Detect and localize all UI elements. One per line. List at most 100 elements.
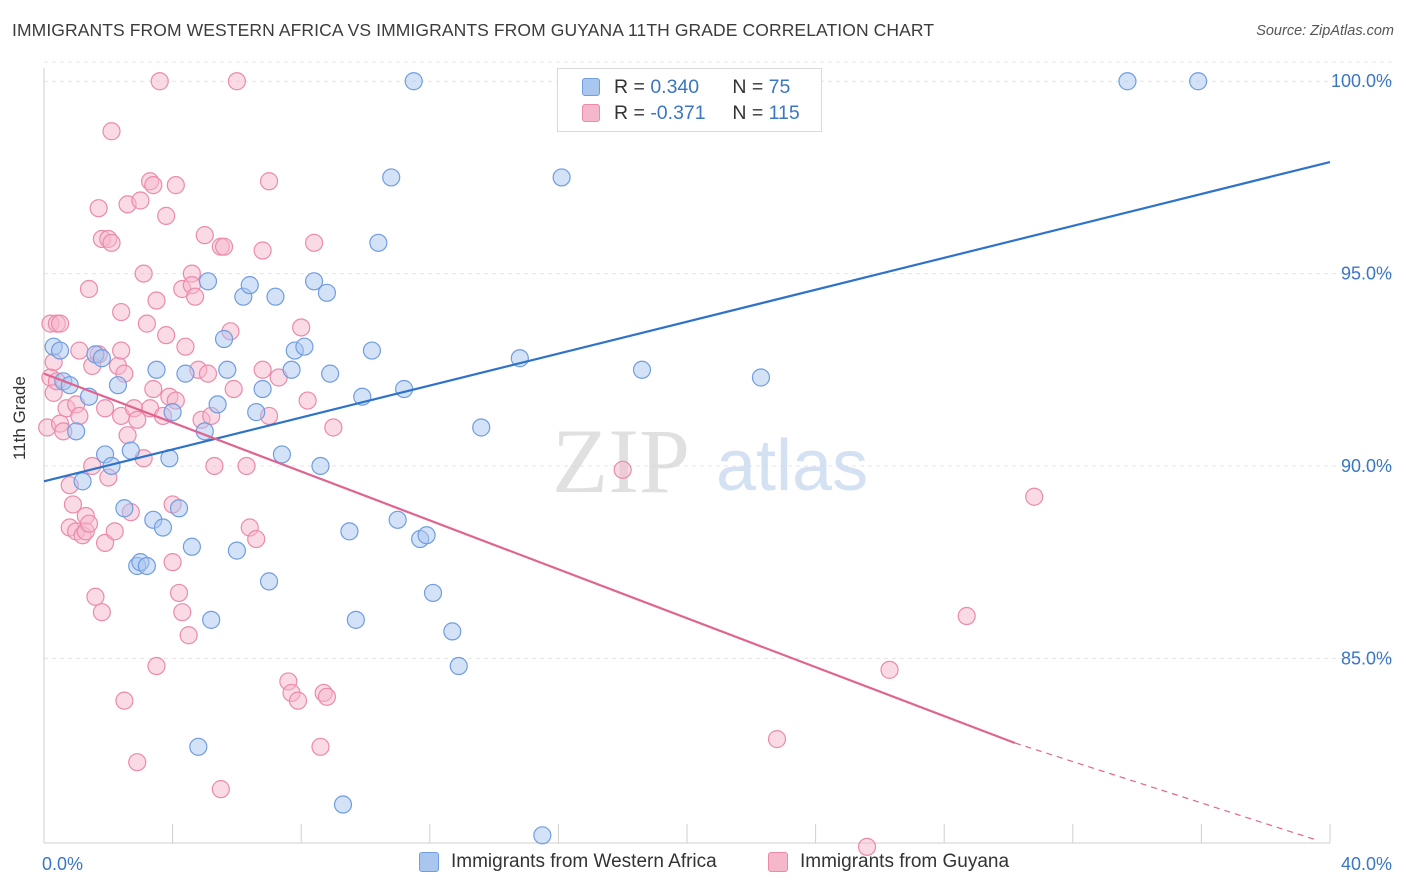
guyana-point (227, 72, 246, 91)
guyana-point (144, 176, 163, 195)
guyana-point (195, 226, 214, 245)
legend-swatch-blue (419, 852, 439, 872)
legend-swatch-blue (582, 78, 600, 96)
legend-swatch-pink (582, 104, 600, 122)
trend-line-guyana-extension (1014, 742, 1315, 840)
western-africa-point (92, 349, 111, 368)
guyana-point (957, 606, 976, 626)
guyana-point (63, 495, 83, 514)
guyana-point (311, 737, 330, 756)
western-africa-point (198, 272, 218, 291)
western-africa-point (369, 233, 388, 252)
western-africa-point (147, 360, 166, 379)
watermark: ZIP atlas (552, 410, 868, 512)
western-africa-point (346, 610, 365, 629)
legend-n-value: 75 (768, 75, 791, 98)
guyana-point (292, 318, 311, 337)
guyana-point (95, 399, 115, 418)
guyana-point (112, 341, 131, 360)
guyana-point (147, 291, 166, 310)
guyana-point (857, 837, 877, 856)
guyana-point (157, 326, 176, 345)
legend-swatch-pink (768, 852, 788, 872)
guyana-point (50, 314, 70, 333)
guyana-point (89, 199, 108, 218)
trend-line-guyana (43, 372, 1016, 744)
guyana-point (298, 391, 317, 410)
western-africa-point (108, 376, 128, 395)
guyana-point (92, 603, 111, 622)
tick-labels: 85.0% 90.0% 95.0% 100.0% 0.0% 40.0% (42, 71, 1392, 874)
legend-r-label: R = (614, 75, 645, 98)
guyana-point (128, 410, 147, 429)
guyana-point (237, 456, 256, 476)
guyana-point (79, 279, 99, 299)
guyana-point (214, 237, 234, 256)
chart-title: IMMIGRANTS FROM WESTERN AFRICA VS IMMIGR… (12, 20, 935, 40)
western-africa-point (202, 610, 221, 629)
western-africa-point (304, 272, 324, 291)
guyana-point (70, 341, 89, 360)
western-africa-point (67, 422, 86, 441)
western-africa-point (449, 656, 468, 676)
legend-n-value: 115 (768, 101, 800, 124)
western-africa-point (259, 572, 279, 591)
guyana-point (105, 522, 124, 541)
western-africa-point (1118, 72, 1137, 91)
western-africa-point (423, 583, 443, 603)
gridlines (44, 61, 1392, 659)
legend-item-western-africa: Immigrants from Western Africa (419, 851, 717, 873)
western-africa-point (632, 360, 652, 379)
western-africa-point (362, 341, 382, 360)
guyana-point (205, 456, 224, 476)
legend-r-value: 0.340 (650, 75, 700, 98)
guyana-point (70, 406, 89, 426)
western-africa-point (472, 418, 491, 437)
western-africa-point (115, 499, 134, 518)
guyana-point (288, 691, 308, 710)
legend-r-label: R = (614, 101, 645, 124)
y-tick-label: 100.0% (1331, 71, 1392, 91)
guyana-point (166, 176, 185, 195)
western-africa-point (394, 379, 414, 399)
western-africa-point (382, 168, 401, 187)
western-africa-point (404, 72, 423, 91)
guyana-point (176, 337, 195, 356)
western-africa-point (552, 168, 571, 187)
western-africa-point (1189, 72, 1208, 91)
western-africa-point (214, 329, 234, 349)
western-africa-point (751, 368, 771, 387)
guyana-point (169, 583, 189, 603)
western-africa-point (218, 360, 237, 379)
trend-line-western-africa (43, 160, 1331, 483)
y-tick-label: 95.0% (1341, 264, 1392, 284)
legend-label-guyana: Immigrants from Guyana (800, 851, 1010, 872)
y-tick-label: 90.0% (1341, 456, 1392, 476)
legend-n-label: N = (732, 101, 764, 124)
watermark-atlas: atlas (716, 426, 868, 506)
x-tick-label: 0.0% (42, 854, 83, 874)
guyana-point (173, 603, 192, 622)
western-africa-point (340, 522, 359, 541)
correlation-legend: R = 0.340 N = 75 R = -0.371 N = 115 (557, 68, 822, 132)
legend-row-guyana: R = -0.371 N = 115 (582, 100, 800, 126)
guyana-point (613, 460, 632, 479)
western-africa-point (321, 364, 340, 383)
western-africa-point (295, 337, 314, 356)
western-africa-point (227, 541, 246, 560)
western-africa-point (163, 403, 182, 422)
guyana-point (163, 553, 182, 572)
axes (43, 68, 1331, 844)
western-africa-point (189, 737, 208, 756)
western-africa-point (169, 499, 189, 518)
guyana-point (317, 687, 337, 706)
western-africa-point (182, 537, 201, 556)
guyana-point (102, 122, 121, 141)
trend-lines (43, 160, 1331, 840)
guyana-point (131, 191, 150, 210)
guyana-point (79, 514, 99, 533)
western-africa-point (240, 276, 259, 295)
guyana-point (259, 172, 279, 191)
western-africa-point (73, 472, 92, 491)
